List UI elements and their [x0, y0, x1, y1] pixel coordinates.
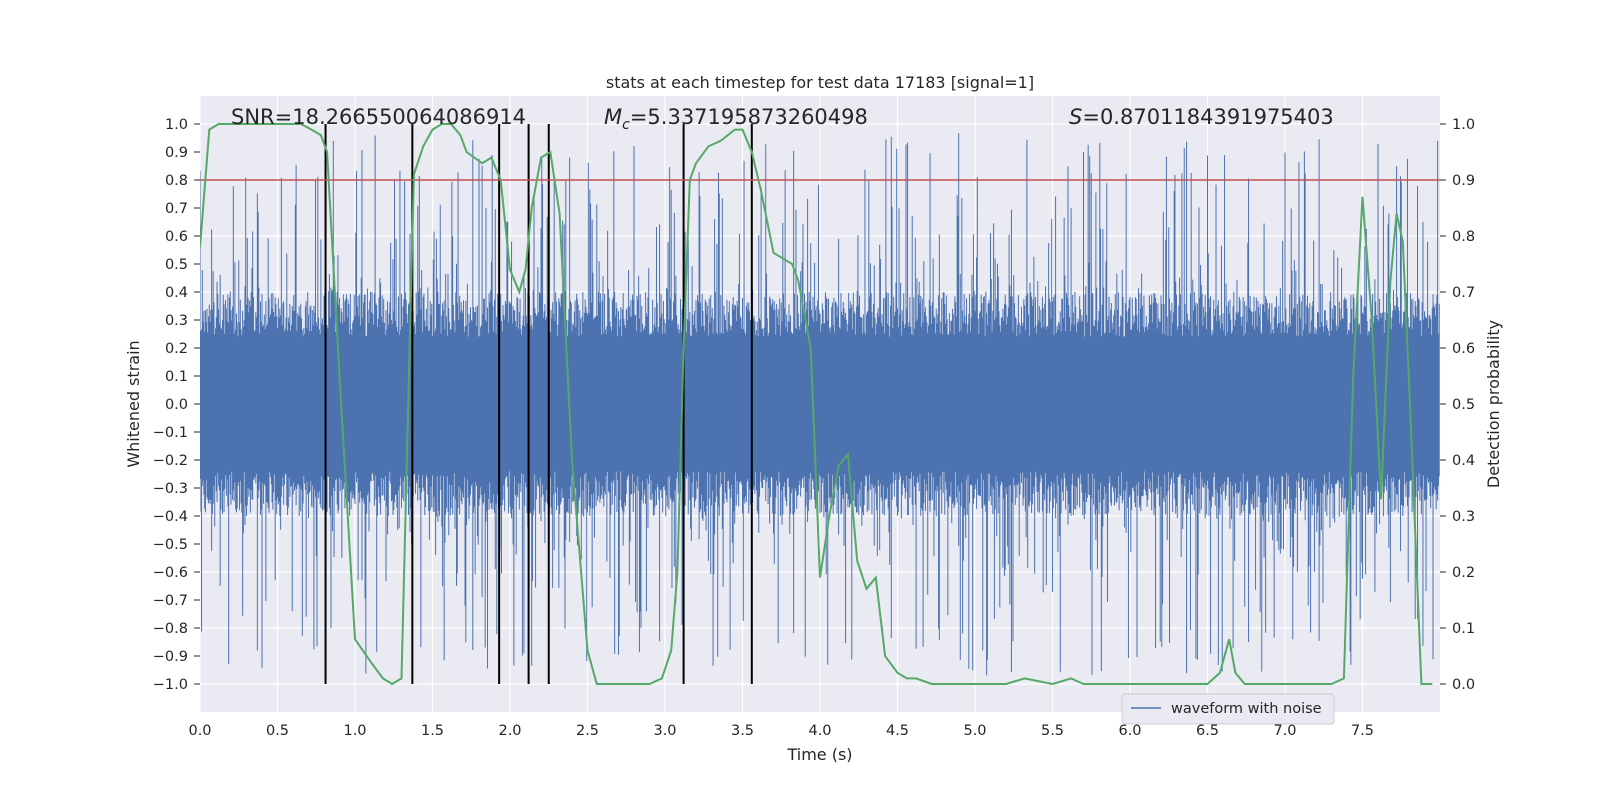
y-left-tick-label: 0.1	[165, 369, 188, 385]
y-right-axis-label: Detection probability	[1484, 320, 1503, 488]
y-left-tick-label: 0.3	[165, 313, 188, 329]
x-tick-label: 0.0	[188, 723, 211, 739]
y-right-tick-label: 0.1	[1452, 621, 1475, 637]
event-lines	[324, 124, 753, 684]
x-tick-label: 4.0	[808, 723, 831, 739]
x-tick-label: 7.5	[1351, 723, 1374, 739]
y-right-tick-label: 0.2	[1452, 565, 1475, 581]
y-left-tick-label: −0.3	[153, 481, 188, 497]
x-tick-label: 6.0	[1118, 723, 1141, 739]
legend-box	[1121, 693, 1335, 725]
y-left-tick-label: 0.9	[165, 145, 188, 161]
y-right-tick-label: 0.8	[1452, 229, 1475, 245]
y-left-tick-label: −0.2	[153, 453, 188, 469]
x-tick-label: 5.5	[1041, 723, 1064, 739]
snr-annotation: SNR=18.266550064086914	[231, 105, 526, 129]
x-tick-label: 1.5	[421, 723, 444, 739]
x-tick-label: 2.5	[576, 723, 599, 739]
x-tick-label: 5.0	[963, 723, 986, 739]
y-left-tick-label: −0.9	[153, 649, 188, 665]
y-left-tick-label: 0.6	[165, 229, 188, 245]
y-right-tick-label: 0.4	[1452, 453, 1475, 469]
s-value: =0.8701184391975403	[1082, 105, 1333, 129]
chirp-mass-annotation: Mc=5.337195873260498	[604, 105, 868, 133]
y-left-tick-label: −0.7	[153, 593, 188, 609]
x-tick-label: 3.0	[653, 723, 676, 739]
y-left-tick-label: 0.5	[165, 257, 188, 273]
x-tick-labels: 0.0 0.5 1.0 1.5 2.0 2.5 3.0 3.5 4.0 4.5 5.0 5.5 6.0 6…	[188, 723, 1374, 739]
y-left-tick-label: 0.8	[165, 173, 188, 189]
x-tick-label: 3.5	[731, 723, 754, 739]
legend-label: waveform with noise	[1171, 701, 1322, 717]
y-right-tick-label: 0.0	[1452, 677, 1475, 693]
y-left-tick-label: 1.0	[165, 117, 188, 133]
y-left-tick-label: −0.1	[153, 425, 188, 441]
y-left-tick-label: −0.4	[153, 509, 188, 525]
mc-symbol: M	[604, 105, 622, 129]
mc-value: =5.337195873260498	[630, 105, 868, 129]
y-left-tick-label: 0.7	[165, 201, 188, 217]
y-left-tick-label: −0.8	[153, 621, 188, 637]
detection-probability-series	[200, 123, 1433, 686]
y-right-tick-labels: 1.0 0.9 0.8 0.7 0.6 0.5 0.4 0.3 0.2 0.1 0.0	[1440, 117, 1475, 693]
x-tick-label: 7.0	[1273, 723, 1296, 739]
chart-title: stats at each timestep for test data 171…	[606, 73, 1034, 92]
s-symbol: S	[1069, 105, 1082, 129]
x-tick-label: 0.5	[266, 723, 289, 739]
x-tick-label: 6.5	[1196, 723, 1219, 739]
y-left-axis-label: Whitened strain	[124, 340, 143, 467]
x-tick-label: 4.5	[886, 723, 909, 739]
x-tick-label: 1.0	[343, 723, 366, 739]
mc-subscript: c	[622, 117, 630, 133]
x-axis-label: Time (s)	[786, 745, 852, 764]
y-left-tick-label: −0.6	[153, 565, 188, 581]
y-right-tick-label: 0.5	[1452, 397, 1475, 413]
y-right-tick-label: 0.3	[1452, 509, 1475, 525]
y-right-tick-label: 1.0	[1452, 117, 1475, 133]
x-tick-label: 2.0	[498, 723, 521, 739]
y-left-tick-label: 0.2	[165, 341, 188, 357]
y-left-tick-labels: 1.0 0.9 0.8 0.7 0.6 0.5 0.4 0.3 0.2 0.1 0.0 −0.1 −0.…	[153, 117, 200, 693]
y-left-tick-label: 0.0	[165, 397, 188, 413]
y-left-tick-label: −0.5	[153, 537, 188, 553]
y-left-tick-label: −1.0	[153, 677, 188, 693]
legend: waveform with noise	[1121, 693, 1335, 725]
y-right-tick-label: 0.9	[1452, 173, 1475, 189]
y-right-tick-label: 0.7	[1452, 285, 1475, 301]
score-annotation: S=0.8701184391975403	[1069, 105, 1334, 129]
y-left-tick-label: 0.4	[165, 285, 188, 301]
y-right-tick-label: 0.6	[1452, 341, 1475, 357]
